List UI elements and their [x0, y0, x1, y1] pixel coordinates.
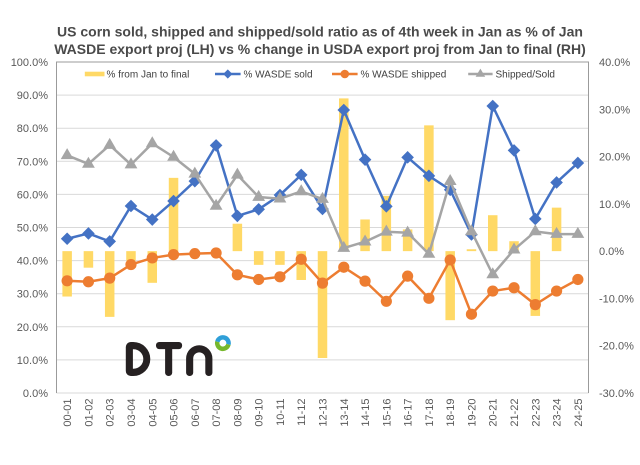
svg-text:03-04: 03-04 [126, 399, 138, 427]
svg-text:12-13: 12-13 [318, 399, 330, 427]
svg-text:WASDE export proj (LH) vs % ch: WASDE export proj (LH) vs % change in US… [54, 41, 586, 57]
svg-text:% from Jan to final: % from Jan to final [107, 70, 190, 81]
svg-text:40.0%: 40.0% [17, 256, 48, 268]
svg-text:05-06: 05-06 [169, 399, 181, 427]
svg-text:23-24: 23-24 [552, 399, 564, 427]
svg-text:21-22: 21-22 [509, 399, 521, 427]
svg-text:08-09: 08-09 [232, 399, 244, 427]
svg-text:15-16: 15-16 [381, 399, 393, 427]
svg-text:50.0%: 50.0% [17, 223, 48, 235]
svg-text:-10.0%: -10.0% [599, 293, 634, 305]
svg-text:13-14: 13-14 [339, 399, 351, 427]
svg-text:06-07: 06-07 [190, 399, 202, 427]
svg-text:10-11: 10-11 [275, 399, 287, 426]
svg-text:20-21: 20-21 [488, 399, 500, 427]
svg-text:Shipped/Sold: Shipped/Sold [496, 70, 556, 81]
svg-text:70.0%: 70.0% [17, 156, 48, 168]
svg-text:10.0%: 10.0% [17, 355, 48, 367]
svg-text:00-01: 00-01 [62, 399, 74, 427]
svg-text:09-10: 09-10 [254, 399, 266, 427]
svg-text:14-15: 14-15 [360, 399, 372, 427]
svg-text:40.0%: 40.0% [599, 57, 630, 69]
svg-text:0.0%: 0.0% [599, 246, 624, 258]
svg-text:20.0%: 20.0% [17, 322, 48, 334]
svg-text:-20.0%: -20.0% [599, 341, 634, 353]
svg-text:20.0%: 20.0% [599, 152, 630, 164]
svg-text:02-03: 02-03 [105, 399, 117, 427]
svg-text:18-19: 18-19 [445, 399, 457, 427]
svg-text:04-05: 04-05 [147, 399, 159, 427]
svg-text:07-08: 07-08 [211, 399, 223, 427]
svg-text:100.0%: 100.0% [11, 57, 49, 69]
svg-text:% WASDE sold: % WASDE sold [244, 70, 313, 81]
svg-text:16-17: 16-17 [403, 399, 415, 427]
svg-text:90.0%: 90.0% [17, 90, 48, 102]
svg-text:30.0%: 30.0% [17, 289, 48, 301]
svg-text:19-20: 19-20 [467, 399, 479, 427]
svg-text:-30.0%: -30.0% [599, 388, 634, 400]
svg-text:22-23: 22-23 [530, 399, 542, 427]
svg-text:30.0%: 30.0% [599, 104, 630, 116]
svg-text:17-18: 17-18 [424, 399, 436, 427]
svg-text:60.0%: 60.0% [17, 189, 48, 201]
svg-text:24-25: 24-25 [573, 399, 585, 427]
svg-text:80.0%: 80.0% [17, 123, 48, 135]
svg-text:0.0%: 0.0% [23, 388, 48, 400]
svg-text:11-12: 11-12 [296, 399, 308, 426]
svg-text:% WASDE shipped: % WASDE shipped [361, 70, 447, 81]
svg-text:01-02: 01-02 [83, 399, 95, 427]
svg-text:10.0%: 10.0% [599, 199, 630, 211]
svg-text:US corn sold, shipped and ship: US corn sold, shipped and shipped/sold r… [57, 24, 583, 40]
